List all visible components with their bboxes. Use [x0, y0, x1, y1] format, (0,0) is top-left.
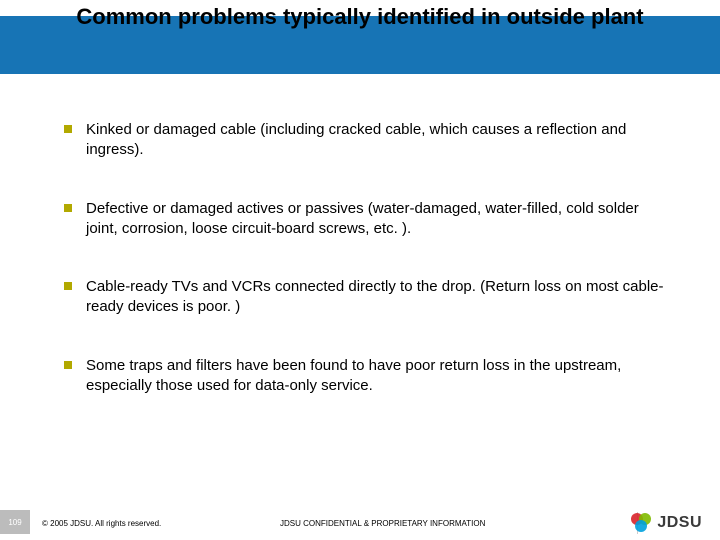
list-item: Kinked or damaged cable (including crack… — [64, 120, 664, 161]
bullet-text: Some traps and filters have been found t… — [86, 356, 664, 397]
square-bullet-icon — [64, 361, 72, 369]
bullet-list: Kinked or damaged cable (including crack… — [64, 120, 664, 434]
jdsu-logo: JDSU — [629, 512, 702, 534]
slide-footer: 109 © 2005 JDSU. All rights reserved. JD… — [0, 504, 720, 540]
slide-container: Common problems typically identified in … — [0, 0, 720, 540]
bullet-text: Defective or damaged actives or passives… — [86, 199, 664, 240]
page-number: 109 — [8, 518, 21, 527]
list-item: Some traps and filters have been found t… — [64, 356, 664, 397]
square-bullet-icon — [64, 204, 72, 212]
square-bullet-icon — [64, 282, 72, 290]
square-bullet-icon — [64, 125, 72, 133]
jdsu-logo-icon — [629, 512, 653, 534]
page-number-box: 109 — [0, 510, 30, 534]
confidential-text: JDSU CONFIDENTIAL & PROPRIETARY INFORMAT… — [280, 519, 485, 528]
bullet-text: Cable-ready TVs and VCRs connected direc… — [86, 277, 664, 318]
list-item: Cable-ready TVs and VCRs connected direc… — [64, 277, 664, 318]
copyright-text: © 2005 JDSU. All rights reserved. — [42, 519, 161, 528]
bullet-text: Kinked or damaged cable (including crack… — [86, 120, 664, 161]
list-item: Defective or damaged actives or passives… — [64, 199, 664, 240]
slide-title: Common problems typically identified in … — [0, 2, 720, 30]
jdsu-logo-text: JDSU — [657, 514, 702, 532]
